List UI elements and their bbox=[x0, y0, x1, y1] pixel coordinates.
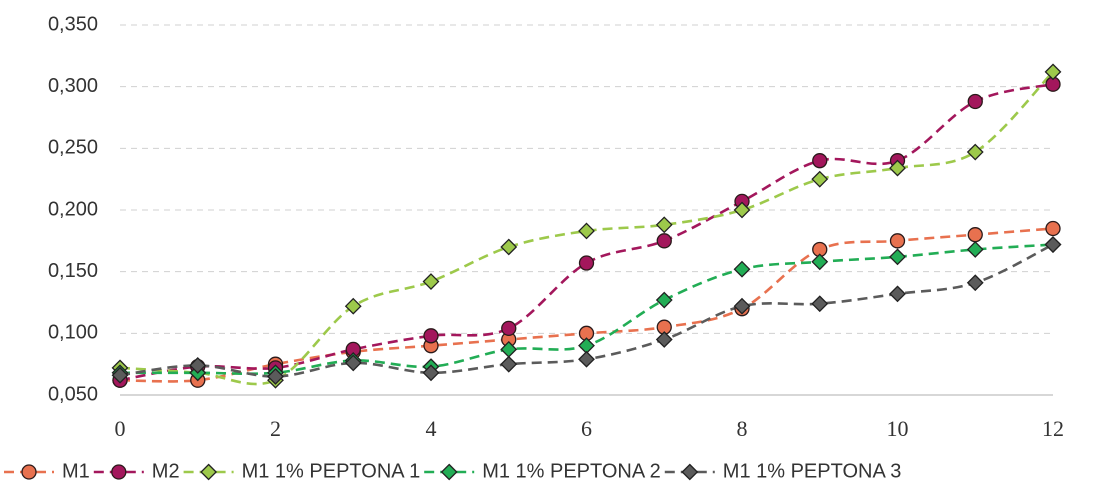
legend-item: M1 1% PEPTONA 1 bbox=[184, 460, 421, 482]
legend-item: M1 bbox=[4, 460, 90, 482]
legend: M1 M2 M1 1% PEPTONA 1 M1 1% PEPTONA 2 M1 1% … bbox=[4, 460, 901, 482]
marker bbox=[890, 249, 905, 264]
legend-label: M1 bbox=[62, 460, 90, 482]
marker bbox=[424, 329, 438, 343]
marker bbox=[812, 296, 827, 311]
marker bbox=[968, 145, 983, 160]
marker bbox=[735, 262, 750, 277]
marker bbox=[812, 254, 827, 269]
marker bbox=[424, 274, 439, 289]
marker bbox=[813, 154, 827, 168]
marker bbox=[579, 223, 594, 238]
x-tick-label: 2 bbox=[270, 416, 281, 441]
legend-label: M1 1% PEPTONA 3 bbox=[723, 460, 902, 482]
marker bbox=[890, 286, 905, 301]
x-tick-label: 0 bbox=[115, 416, 126, 441]
x-tick-label: 8 bbox=[737, 416, 748, 441]
marker bbox=[579, 352, 594, 367]
marker bbox=[22, 465, 36, 479]
legend-item: M2 bbox=[94, 460, 180, 482]
y-tick-label: 0,350 bbox=[48, 13, 98, 35]
marker bbox=[657, 234, 671, 248]
marker bbox=[812, 172, 827, 187]
marker bbox=[968, 242, 983, 257]
marker bbox=[657, 332, 672, 347]
marker bbox=[891, 234, 905, 248]
marker bbox=[968, 275, 983, 290]
y-tick-label: 0,250 bbox=[48, 137, 98, 159]
x-tick-label: 4 bbox=[426, 416, 437, 441]
legend-label: M1 1% PEPTONA 1 bbox=[242, 460, 421, 482]
marker bbox=[580, 256, 594, 270]
marker bbox=[657, 217, 672, 232]
marker bbox=[682, 465, 697, 480]
marker bbox=[1046, 222, 1060, 236]
legend-item: M1 1% PEPTONA 2 bbox=[424, 460, 661, 482]
x-tick-label: 6 bbox=[581, 416, 592, 441]
x-tick-label: 10 bbox=[887, 416, 909, 441]
legend-label: M1 1% PEPTONA 2 bbox=[482, 460, 661, 482]
legend-item: M1 1% PEPTONA 3 bbox=[665, 460, 902, 482]
y-tick-label: 0,150 bbox=[48, 260, 98, 282]
marker bbox=[968, 228, 982, 242]
marker bbox=[968, 94, 982, 108]
x-tick-label: 12 bbox=[1042, 416, 1064, 441]
marker bbox=[501, 357, 516, 372]
y-tick-label: 0,200 bbox=[48, 198, 98, 220]
marker bbox=[201, 465, 216, 480]
marker bbox=[501, 240, 516, 255]
y-tick-label: 0,100 bbox=[48, 322, 98, 344]
chart: 0,050 0,100 0,150 0,200 0,250 0,300 0,350 0 2 4 6 8… bbox=[0, 0, 1094, 490]
y-tick-label: 0,300 bbox=[48, 75, 98, 97]
marker bbox=[657, 293, 672, 308]
marker bbox=[1046, 237, 1061, 252]
marker bbox=[112, 465, 126, 479]
y-tick-label: 0,050 bbox=[48, 383, 98, 405]
marker bbox=[502, 321, 516, 335]
marker bbox=[442, 465, 457, 480]
legend-label: M2 bbox=[152, 460, 180, 482]
